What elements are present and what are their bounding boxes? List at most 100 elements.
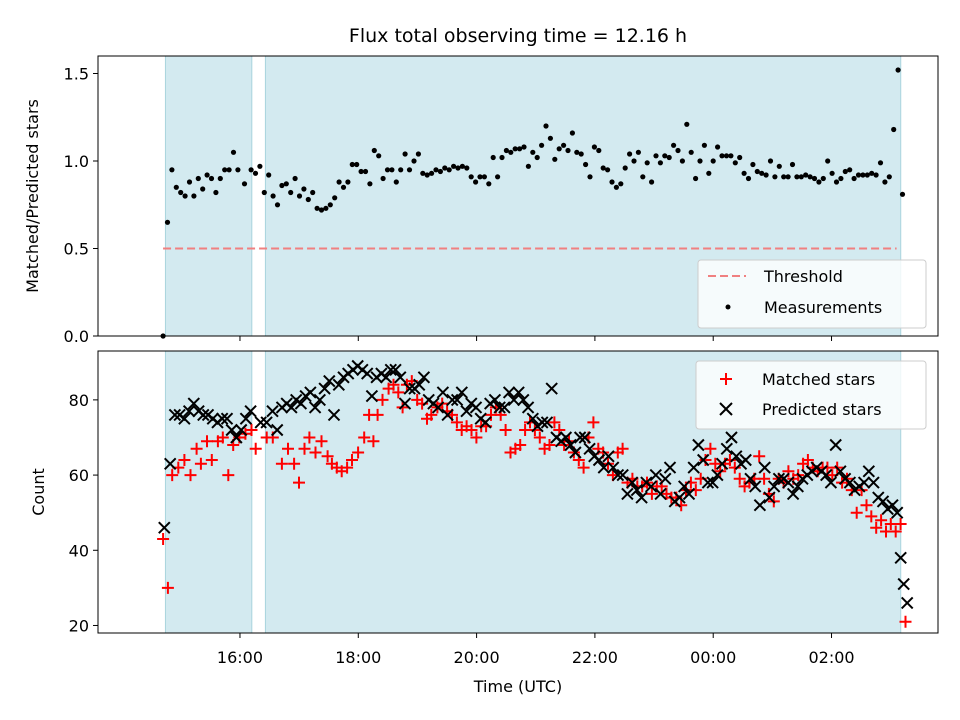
matched-star-point	[275, 457, 288, 470]
measurement-point	[393, 179, 399, 185]
measurement-point	[301, 186, 307, 192]
measurement-point	[490, 154, 496, 161]
measurement-point	[195, 175, 201, 182]
predicted-star-point	[725, 431, 738, 444]
measurement-point	[517, 146, 523, 152]
top-shaded-intervals	[164, 55, 902, 337]
top-y-tick-label: 0.5	[64, 240, 89, 259]
predicted-star-point	[597, 461, 611, 474]
predicted-star-point	[720, 442, 734, 456]
x-axis-label: Time (UTC)	[473, 677, 562, 696]
measurement-point	[191, 193, 197, 199]
bottom-y-tick-label: 40	[69, 541, 89, 560]
measurement-point	[811, 175, 818, 182]
matched-star-point	[850, 506, 863, 519]
matched-star-point	[166, 469, 179, 482]
matched-star-point	[288, 457, 301, 470]
matched-star-point	[298, 442, 311, 455]
matched-star-point	[543, 439, 556, 451]
predicted-star-point	[244, 404, 257, 418]
predicted-star-point	[701, 476, 715, 489]
measurement-point	[899, 191, 906, 197]
measurement-point	[649, 179, 655, 185]
x-tick-label: 18:00	[335, 648, 381, 667]
measurement-point	[701, 142, 708, 148]
legend-threshold-label: Threshold	[763, 267, 843, 286]
x-tick-label: 16:00	[217, 648, 263, 667]
measurement-point	[477, 174, 483, 180]
measurement-point	[433, 167, 439, 173]
predicted-star-point	[285, 401, 298, 414]
bottom-y-tick-label: 60	[69, 466, 89, 485]
measurement-point	[424, 172, 430, 178]
predicted-star-point	[403, 382, 416, 395]
matched-star-point	[758, 472, 771, 485]
predicted-star-point	[536, 416, 549, 429]
top-panel: 0.0 0.5 1.0 1.5 Flux total observing time =…	[23, 25, 939, 346]
measurement-point	[486, 181, 492, 187]
measurement-point	[838, 175, 844, 182]
measurement-point	[358, 168, 364, 175]
measurement-point	[732, 160, 738, 166]
predicted-star-point	[715, 457, 729, 471]
measurement-point	[816, 179, 822, 185]
matched-star-point	[645, 487, 658, 500]
predicted-star-point	[394, 371, 407, 384]
measurement-point	[552, 156, 558, 162]
predicted-star-point	[313, 393, 327, 407]
matched-star-point	[161, 581, 174, 594]
measurement-point	[842, 168, 848, 175]
measurement-point	[860, 172, 866, 178]
matched-star-point	[157, 533, 170, 545]
predicted-star-point	[900, 596, 914, 610]
measurement-point	[631, 158, 637, 164]
measurement-point	[561, 142, 567, 148]
matched-star-point	[699, 454, 712, 466]
measurement-point	[763, 172, 769, 178]
matched-star-point	[201, 435, 213, 448]
predicted-star-point	[178, 412, 191, 425]
matched-star-point	[465, 424, 478, 436]
matched-star-point	[352, 446, 365, 459]
measurement-point	[371, 147, 377, 154]
predicted-star-point	[744, 472, 757, 486]
predicted-star-point	[455, 386, 469, 399]
measurement-point	[451, 163, 457, 169]
predicted-star-point	[379, 371, 393, 384]
measurement-point	[666, 154, 672, 161]
measurement-point	[327, 202, 333, 208]
predicted-star-point	[187, 397, 201, 410]
predicted-star-point	[767, 480, 781, 493]
predicted-star-point	[824, 476, 838, 489]
measurement-point	[217, 175, 223, 182]
measurement-point	[591, 144, 598, 150]
measurement-point	[662, 153, 668, 159]
predicted-star-point	[644, 480, 658, 493]
measurement-point	[600, 165, 606, 171]
legend-measurements-label: Measurements	[764, 298, 882, 317]
measurement-point	[279, 182, 285, 189]
x-tick-label: 00:00	[690, 648, 736, 667]
top-x-ticks	[239, 336, 833, 341]
matched-star-point	[190, 442, 203, 455]
measurement-point	[530, 149, 536, 155]
measurement-point	[877, 160, 884, 166]
measurement-point	[252, 170, 259, 176]
measurement-point	[785, 174, 791, 180]
measurement-point	[213, 189, 219, 196]
measurement-point	[622, 165, 628, 171]
measurement-point	[420, 170, 426, 176]
predicted-star-point	[758, 461, 771, 474]
matched-star-point	[309, 446, 322, 459]
predicted-star-point	[488, 393, 502, 407]
measurement-point	[715, 144, 721, 150]
measurement-point	[296, 193, 303, 199]
predicted-star-point	[862, 465, 876, 478]
predicted-star-point	[659, 472, 672, 486]
predicted-star-point	[763, 491, 776, 504]
predicted-star-point	[578, 431, 592, 444]
measurement-point	[627, 151, 633, 157]
measurement-point	[336, 179, 342, 185]
predicted-star-point	[654, 487, 667, 501]
predicted-star-point	[327, 408, 341, 422]
